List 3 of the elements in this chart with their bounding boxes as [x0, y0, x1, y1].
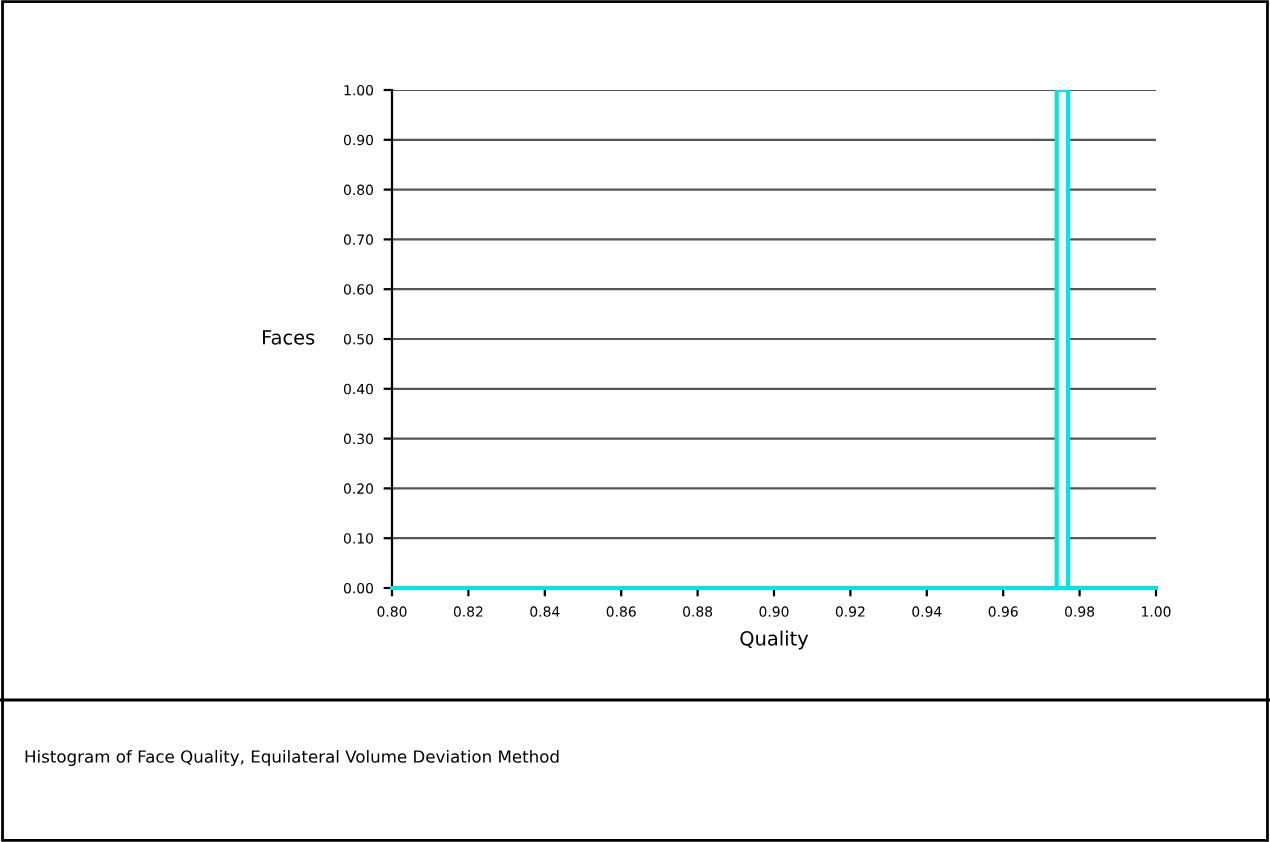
text: Histogram of Face Quality, Equilateral Volume Deviation Method: [25, 749, 559, 767]
y-axis-title: Faces: [263, 330, 315, 345]
x-axis-title: Quality: [740, 630, 809, 650]
